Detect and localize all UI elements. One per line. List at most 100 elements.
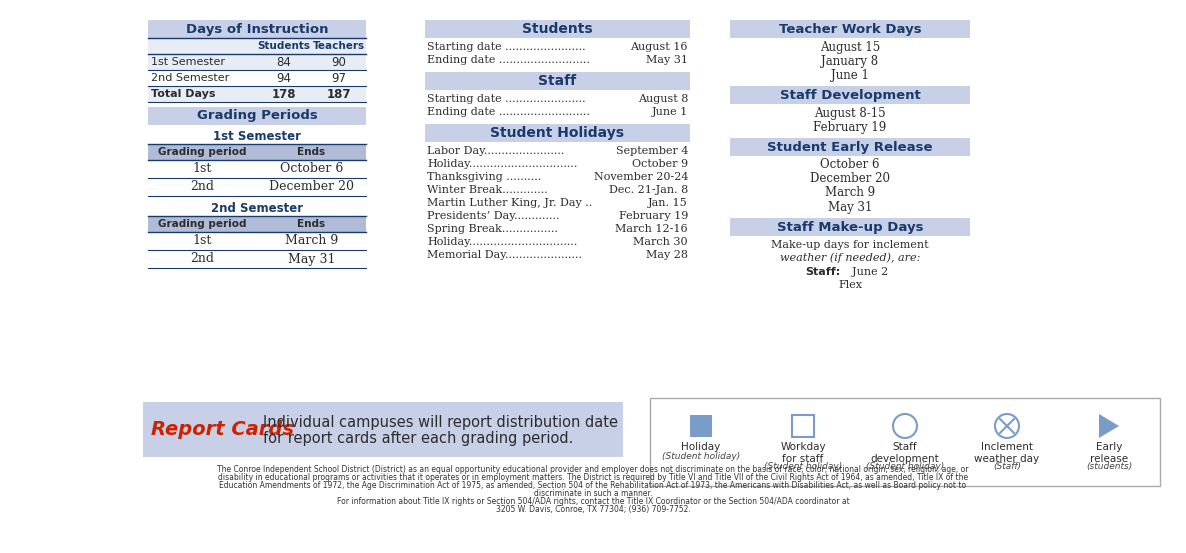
Text: discriminate in such a manner.: discriminate in such a manner. — [534, 489, 652, 498]
Text: October 6: October 6 — [821, 159, 880, 171]
Text: February 19: February 19 — [814, 121, 887, 133]
Text: May 31: May 31 — [828, 201, 872, 213]
Text: Holiday: Holiday — [682, 442, 721, 452]
Text: February 19: February 19 — [619, 211, 688, 221]
Text: March 9: March 9 — [825, 186, 875, 200]
Text: Students: Students — [257, 41, 310, 51]
Text: August 8-15: August 8-15 — [814, 107, 886, 119]
Text: Inclement
weather day: Inclement weather day — [975, 442, 1040, 463]
FancyBboxPatch shape — [148, 38, 366, 54]
Text: 178: 178 — [272, 87, 295, 101]
Circle shape — [893, 414, 917, 438]
Text: Holiday...............................: Holiday............................... — [427, 237, 578, 247]
FancyBboxPatch shape — [731, 218, 970, 236]
Text: Staff Make-up Days: Staff Make-up Days — [777, 221, 923, 233]
Text: June 1: June 1 — [652, 107, 688, 117]
Text: Education Amendments of 1972, the Age Discrimination Act of 1975, as amended, Se: Education Amendments of 1972, the Age Di… — [219, 481, 967, 490]
Text: Presidents’ Day.............: Presidents’ Day............. — [427, 211, 560, 221]
Text: (Staff): (Staff) — [993, 462, 1021, 471]
Text: Staff: Staff — [538, 74, 576, 88]
Text: Early
release: Early release — [1090, 442, 1128, 463]
Text: (Student holiday): (Student holiday) — [866, 462, 944, 471]
Text: Teachers: Teachers — [312, 41, 364, 51]
FancyBboxPatch shape — [148, 250, 366, 268]
Text: March 30: March 30 — [633, 237, 688, 247]
Text: Total Days: Total Days — [151, 89, 216, 99]
Text: 1st Semester: 1st Semester — [151, 57, 225, 67]
Text: Starting date .......................: Starting date ....................... — [427, 42, 586, 52]
FancyBboxPatch shape — [690, 415, 712, 437]
Text: Staff:: Staff: — [805, 267, 840, 277]
Text: May 31: May 31 — [288, 253, 336, 265]
Text: 90: 90 — [331, 55, 346, 69]
Text: 2nd: 2nd — [191, 253, 215, 265]
Text: Workday
for staff: Workday for staff — [780, 442, 825, 463]
FancyBboxPatch shape — [731, 20, 970, 38]
Text: Winter Break.............: Winter Break............. — [427, 185, 548, 195]
Text: September 4: September 4 — [616, 146, 688, 156]
Text: Spring Break................: Spring Break................ — [427, 224, 557, 234]
FancyBboxPatch shape — [148, 70, 366, 86]
Text: August 15: August 15 — [820, 40, 880, 54]
Text: August 8: August 8 — [638, 94, 688, 104]
Text: August 16: August 16 — [631, 42, 688, 52]
FancyBboxPatch shape — [148, 20, 366, 38]
Text: December 20: December 20 — [810, 173, 890, 185]
Text: Grading period: Grading period — [158, 219, 247, 229]
Text: 84: 84 — [276, 55, 291, 69]
Text: Labor Day.......................: Labor Day....................... — [427, 146, 565, 156]
Text: October 9: October 9 — [632, 159, 688, 169]
FancyBboxPatch shape — [148, 160, 366, 178]
Text: October 6: October 6 — [280, 163, 343, 175]
Text: 94: 94 — [276, 71, 291, 85]
FancyBboxPatch shape — [148, 178, 366, 196]
Text: for report cards after each grading period.: for report cards after each grading peri… — [263, 431, 573, 446]
Text: Teacher Work Days: Teacher Work Days — [779, 23, 922, 35]
Text: Jan. 15: Jan. 15 — [649, 198, 688, 208]
Text: March 9: March 9 — [285, 234, 338, 248]
Text: Staff Development: Staff Development — [779, 88, 920, 102]
Text: Memorial Day......................: Memorial Day...................... — [427, 250, 582, 260]
Text: 3205 W. Davis, Conroe, TX 77304; (936) 709-7752.: 3205 W. Davis, Conroe, TX 77304; (936) 7… — [496, 505, 690, 514]
Text: 2nd Semester: 2nd Semester — [211, 201, 304, 215]
Text: Ends: Ends — [298, 219, 326, 229]
FancyBboxPatch shape — [148, 144, 366, 160]
FancyBboxPatch shape — [792, 415, 814, 437]
Text: 97: 97 — [331, 71, 346, 85]
FancyBboxPatch shape — [148, 54, 366, 70]
FancyBboxPatch shape — [144, 402, 623, 457]
Text: Student Early Release: Student Early Release — [767, 140, 932, 154]
Text: weather (if needed), are:: weather (if needed), are: — [780, 253, 920, 263]
Text: Flex: Flex — [839, 280, 862, 290]
Text: Student Holidays: Student Holidays — [491, 126, 625, 140]
Text: January 8: January 8 — [822, 55, 879, 67]
Polygon shape — [1099, 414, 1120, 438]
Text: 1st: 1st — [193, 234, 212, 248]
Text: Holiday...............................: Holiday............................... — [427, 159, 578, 169]
Text: 2nd: 2nd — [191, 180, 215, 194]
Text: (students): (students) — [1086, 462, 1133, 471]
Text: Ending date ..........................: Ending date .......................... — [427, 55, 589, 65]
Text: (Student holiday): (Student holiday) — [764, 462, 842, 471]
Text: (Student holiday): (Student holiday) — [662, 452, 740, 461]
Text: Students: Students — [522, 22, 593, 36]
Text: 1st: 1st — [193, 163, 212, 175]
FancyBboxPatch shape — [650, 398, 1160, 486]
Text: December 20: December 20 — [269, 180, 353, 194]
Text: Dec. 21-Jan. 8: Dec. 21-Jan. 8 — [608, 185, 688, 195]
Text: June 1: June 1 — [831, 69, 869, 81]
Text: June 2: June 2 — [844, 267, 888, 277]
FancyBboxPatch shape — [148, 232, 366, 250]
Text: March 12-16: March 12-16 — [616, 224, 688, 234]
Text: May 31: May 31 — [646, 55, 688, 65]
Text: Report Cards: Report Cards — [151, 420, 294, 439]
Text: Thanksgiving ..........: Thanksgiving .......... — [427, 172, 541, 182]
Text: Grading period: Grading period — [158, 147, 247, 157]
Text: Staff
development: Staff development — [871, 442, 939, 463]
Text: May 28: May 28 — [646, 250, 688, 260]
Text: disability in educational programs or activities that it operates or in employme: disability in educational programs or ac… — [218, 473, 968, 482]
Text: Ends: Ends — [298, 147, 326, 157]
Text: 2nd Semester: 2nd Semester — [151, 73, 229, 83]
FancyBboxPatch shape — [148, 86, 366, 102]
Text: For information about Title IX rights or Section 504/ADA rights, contact the Tit: For information about Title IX rights or… — [337, 497, 849, 506]
